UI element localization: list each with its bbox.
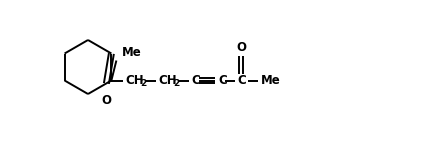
Text: CH: CH [126, 74, 144, 87]
Text: Me: Me [260, 74, 280, 87]
Text: Me: Me [121, 46, 141, 59]
Text: C: C [191, 74, 200, 87]
Text: C: C [218, 74, 227, 87]
Text: O: O [236, 41, 246, 54]
Text: 2: 2 [173, 79, 180, 88]
Text: C: C [237, 74, 246, 87]
Text: 2: 2 [140, 79, 147, 88]
Text: O: O [101, 94, 111, 106]
Text: CH: CH [158, 74, 177, 87]
